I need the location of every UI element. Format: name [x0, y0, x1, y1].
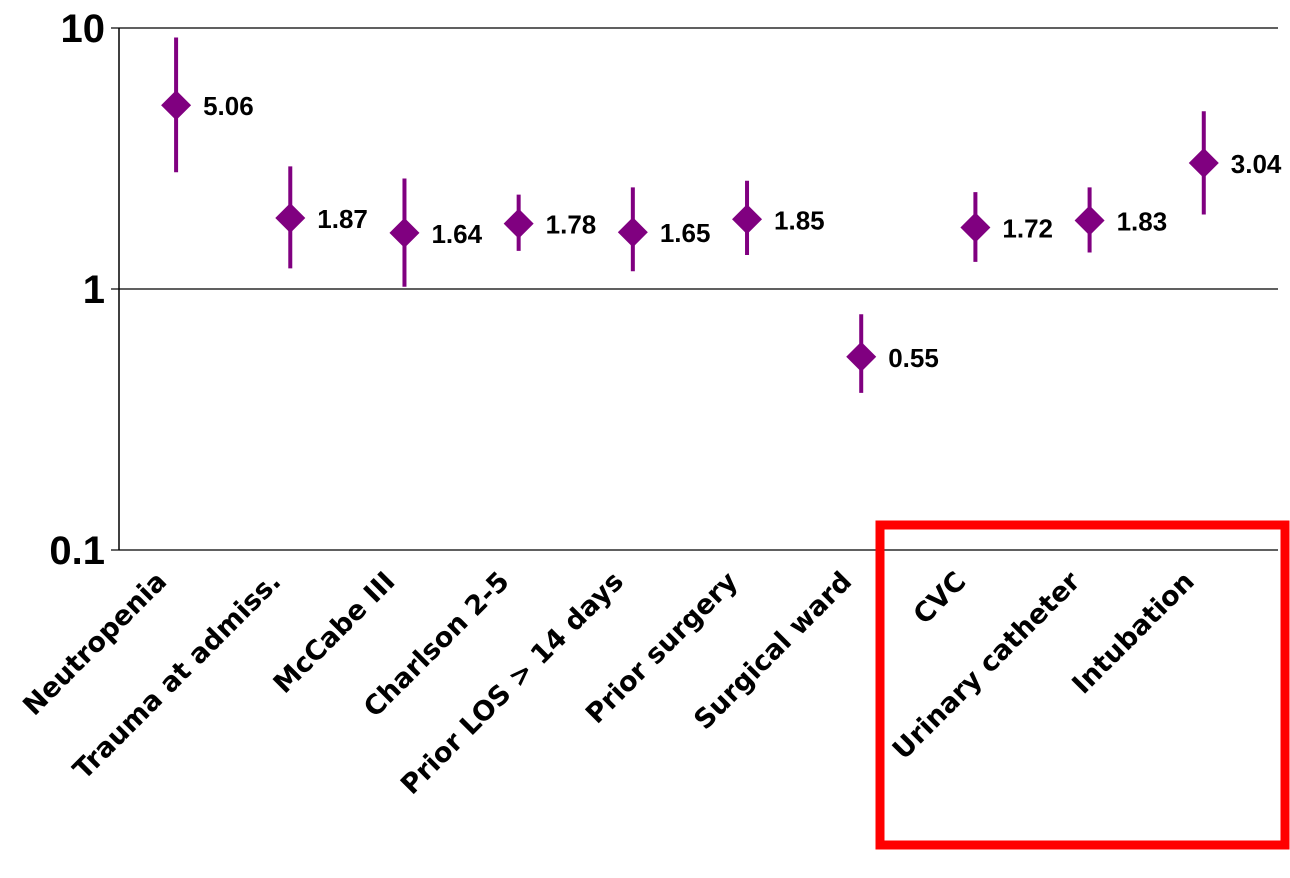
category-label: Intubation: [1066, 566, 1200, 700]
data-value-label: 1.64: [431, 219, 482, 249]
data-value-label: 1.65: [660, 218, 711, 248]
data-value-label: 3.04: [1231, 149, 1282, 179]
data-value-label: 1.85: [774, 205, 825, 235]
y-tick-label: 1: [83, 268, 105, 312]
y-tick-label: 0.1: [49, 529, 105, 573]
data-point-marker: [846, 341, 877, 372]
data-point-marker: [1074, 205, 1105, 236]
category-label: Prior LOS > 14 days: [395, 566, 630, 801]
data-point-marker: [275, 203, 306, 234]
highlight-box: [875, 520, 1290, 850]
category-label: Trauma at admiss.: [67, 566, 287, 786]
data-point-marker: [732, 204, 763, 235]
data-series: 5.06 1.87 1.64 1.78 1.65 1.85 0.55 1.72 1.83 3.04: [161, 37, 1282, 393]
data-value-label: 5.06: [203, 91, 254, 121]
category-label: Urinary catheter: [887, 566, 1087, 766]
data-point-marker: [389, 217, 420, 248]
data-value-label: 1.87: [317, 204, 368, 234]
y-tick-label: 10: [61, 7, 106, 51]
y-axis-ticks: 10 1 0.1: [49, 7, 119, 573]
data-point-marker: [1188, 147, 1219, 178]
data-value-label: 1.83: [1117, 207, 1168, 237]
data-value-label: 1.78: [546, 210, 597, 240]
data-value-label: 0.55: [888, 343, 939, 373]
data-value-label: 1.72: [1002, 214, 1053, 244]
data-point-marker: [503, 208, 534, 239]
data-point-marker: [617, 217, 648, 248]
data-point-marker: [161, 90, 192, 121]
grid-lines: [119, 27, 1278, 551]
category-label: CVC: [908, 566, 973, 631]
data-point-marker: [960, 212, 991, 243]
